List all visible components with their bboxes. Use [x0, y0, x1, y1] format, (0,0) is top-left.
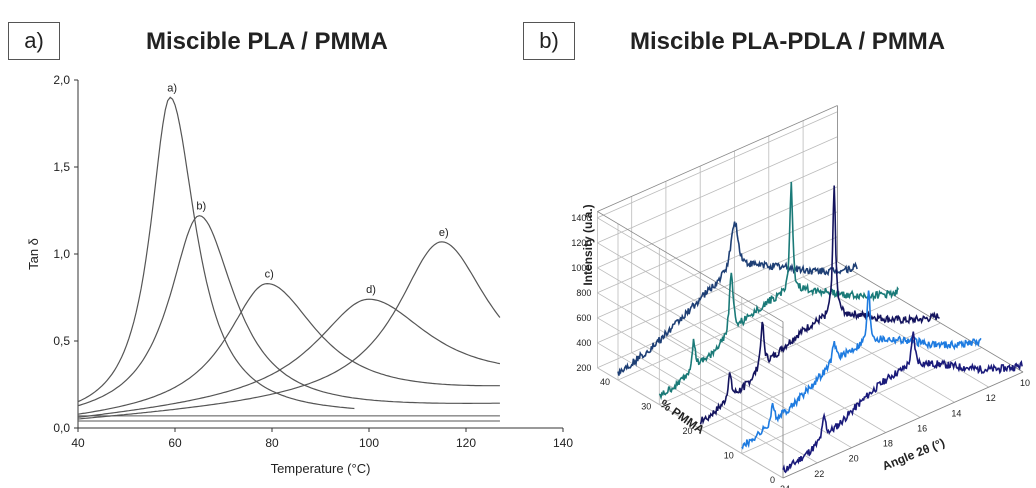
x-tick-label: 140	[553, 436, 573, 450]
grid-line-back-wall	[597, 261, 838, 369]
intensity-tick-label: 800	[576, 288, 591, 298]
series-label: c)	[265, 269, 274, 281]
angle-tick-label: 14	[951, 408, 961, 418]
intensity-tick-label: 1000	[571, 263, 591, 273]
xrd-trace-pmma-30	[658, 181, 900, 401]
series-line-d	[77, 298, 500, 418]
pmma-tick-label: 40	[600, 377, 610, 387]
grid-line-back-wall	[597, 236, 838, 344]
box-edge	[597, 105, 838, 212]
grid-line-left-wall	[597, 342, 784, 454]
x-tick-label: 120	[456, 436, 476, 450]
intensity-tick-label: 600	[576, 313, 591, 323]
panel-b-label: b)	[523, 22, 575, 60]
x-tick-label: 40	[71, 436, 85, 450]
pmma-tick-label: 10	[724, 451, 734, 461]
xrd-trace-pmma-10	[741, 290, 982, 450]
xrd-trace-pmma-0	[782, 331, 1023, 474]
grid-line-back-wall	[597, 111, 838, 219]
y-tick-label: 0,0	[53, 421, 70, 435]
y-tick-label: 1,5	[53, 160, 70, 174]
series-label: d)	[366, 284, 376, 296]
y-tick-label: 2,0	[53, 73, 70, 87]
angle-tick-label: 10	[1020, 378, 1030, 388]
pmma-tick-label: 20	[682, 426, 692, 436]
xrd-trace-pmma-20	[699, 185, 940, 426]
panel-b-title: Miscible PLA-PDLA / PMMA	[630, 28, 946, 55]
y-tick-label: 0,5	[53, 334, 70, 348]
box-edge	[782, 371, 1024, 479]
intensity-tick-label: 1400	[571, 213, 591, 223]
series-line-a	[77, 96, 355, 410]
grid-line-floor	[734, 306, 921, 418]
grid-line-floor	[768, 291, 955, 403]
series-label: a)	[167, 82, 177, 94]
intensity-tick-label: 400	[576, 338, 591, 348]
grid-line-floor	[631, 352, 818, 464]
grid-line-left-wall	[597, 242, 784, 354]
series-label: b)	[196, 201, 206, 213]
angle-tick-label: 16	[917, 423, 927, 433]
x-tick-label: 60	[168, 436, 182, 450]
xrd-trace-pmma-40	[617, 221, 858, 376]
pmma-tick-label: 30	[641, 402, 651, 412]
grid-line-left-wall	[597, 217, 784, 329]
grid-line-floor	[597, 367, 784, 479]
angle-tick-label: 12	[986, 393, 996, 403]
intensity-axis-title: Intensity (u.a.)	[581, 204, 595, 285]
chart-a: 40 60 80 100 120 140 0,0 0,5 1,0 1,5 2,0 Temperatur…	[26, 73, 573, 476]
series-line-e	[77, 241, 501, 420]
intensity-tick-label: 200	[576, 363, 591, 373]
series-line-b	[77, 215, 500, 407]
grid-line-left-wall	[597, 317, 784, 429]
pmma-tick-label: 0	[770, 475, 775, 485]
series-label: e)	[439, 227, 449, 239]
panel-a-label: a)	[8, 22, 60, 60]
angle-tick-label: 24	[780, 484, 790, 488]
y-axis-title: Tan δ	[26, 238, 41, 270]
angle-tick-label: 18	[883, 439, 893, 449]
angle-tick-label: 22	[814, 469, 824, 479]
grid-line-floor	[665, 337, 852, 449]
y-tick-label: 1,0	[53, 247, 70, 261]
box-edge	[597, 211, 784, 323]
grid-line-floor	[699, 321, 887, 433]
angle-tick-label: 20	[849, 454, 859, 464]
intensity-tick-label: 1200	[571, 238, 591, 248]
chart-b: 200 400 600 800 1000 1200 1400 0 10 20 30 40 24 22 20 1…	[571, 105, 1030, 488]
grid-line-back-wall	[597, 136, 838, 244]
grid-line-left-wall	[597, 267, 784, 379]
x-tick-label: 100	[359, 436, 379, 450]
grid-line-back-wall	[597, 186, 838, 294]
grid-line-back-wall	[597, 211, 838, 319]
x-axis-title: Temperature (°C)	[271, 461, 371, 476]
panel-a-title: Miscible PLA / PMMA	[146, 28, 388, 55]
x-tick-label: 80	[265, 436, 279, 450]
series-line-c	[77, 282, 500, 415]
grid-line-back-wall	[597, 161, 838, 269]
